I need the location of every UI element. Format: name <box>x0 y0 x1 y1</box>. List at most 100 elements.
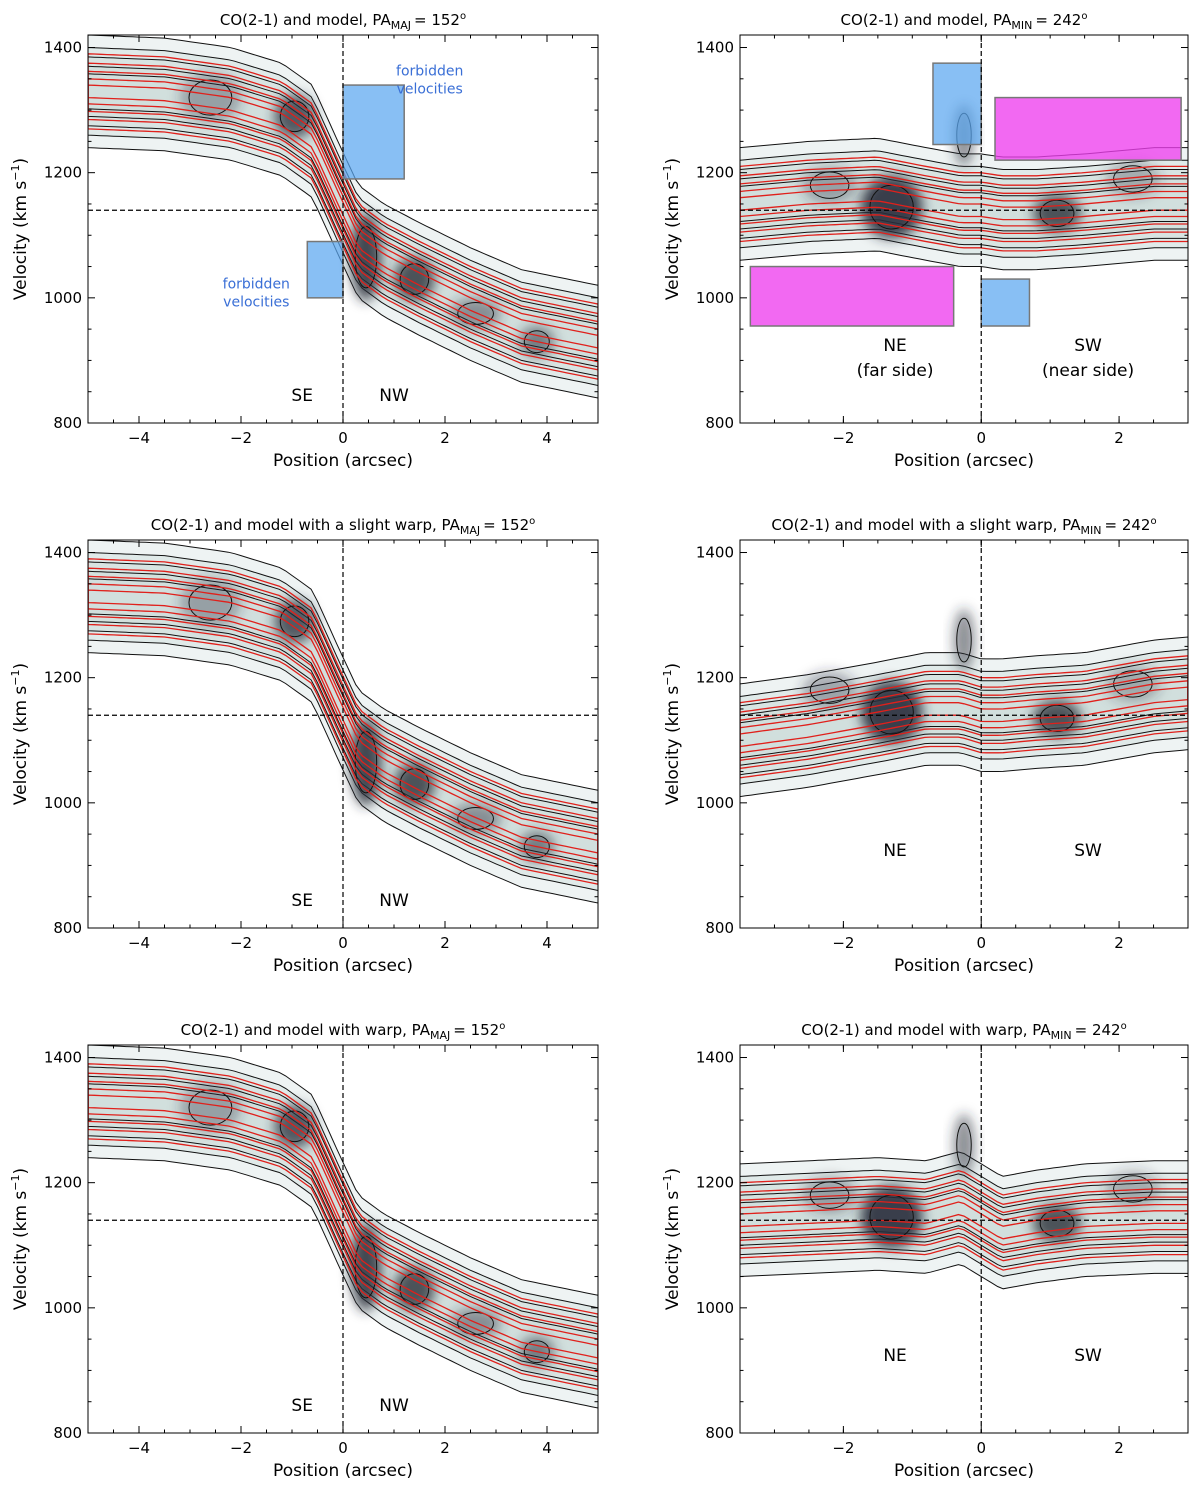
side-label: SE <box>291 386 313 406</box>
panel-top-left: −4 −2 0 2 4 800 1000 1200 1400 Position (arcsec) V… <box>9 11 599 471</box>
peak-contour-6 <box>523 835 550 859</box>
title-degree: o <box>529 516 535 527</box>
model-contour-level-1 <box>88 558 598 885</box>
y-axis-label: Velocity (km s−1) <box>9 158 31 300</box>
title-degree: o <box>1081 11 1087 22</box>
model-contour-level-4 <box>740 1195 1188 1246</box>
forbidden-velocity-box-2 <box>980 278 1031 327</box>
title-main: CO(2-1) and model, PA <box>220 11 392 29</box>
y-axis-label-close: ) <box>11 663 31 670</box>
peak-contour-5 <box>457 1312 494 1335</box>
title-value: = 152 <box>453 1021 499 1039</box>
model-contour-level-3 <box>88 1080 598 1373</box>
model-contour-level-2 <box>740 165 1188 243</box>
y-tick-label: 1400 <box>696 39 734 57</box>
x-tick-label: −2 <box>230 1439 252 1457</box>
y-tick-label: 1000 <box>696 289 734 307</box>
y-tick-label: 1400 <box>696 544 734 562</box>
side-label: SE <box>291 1396 313 1416</box>
x-tick-label: 0 <box>976 934 986 952</box>
panel-title: CO(2-1) and model with a slight warp, PA… <box>151 516 536 537</box>
x-tick-label: 4 <box>542 1439 552 1457</box>
x-axis-label: Position (arcsec) <box>894 1461 1034 1481</box>
y-axis-label: Velocity (km s−1) <box>9 663 31 805</box>
model-contour-level-2 <box>88 62 598 371</box>
panel-title: CO(2-1) and model with warp, PAMIN = 242o <box>801 1021 1126 1042</box>
model-contour-level-1 <box>740 1170 1188 1271</box>
x-axis-label: Position (arcsec) <box>273 451 413 471</box>
model-contour-level-5 <box>740 187 1188 221</box>
plot-area <box>740 1045 1188 1433</box>
side-label: NE <box>883 336 906 356</box>
model-contour-level-3 <box>88 575 598 868</box>
peak-contour-6 <box>523 1340 550 1364</box>
title-degree: o <box>460 11 466 22</box>
peak-contour-1 <box>869 689 914 735</box>
forbidden-velocities-annotation: forbidden <box>396 64 463 80</box>
x-axis-label: Position (arcsec) <box>273 1461 413 1481</box>
title-subscript: MAJ <box>430 1029 450 1042</box>
x-tick-label: −2 <box>230 429 252 447</box>
data-contour-level-5 <box>88 578 598 865</box>
x-tick-label: −2 <box>230 934 252 952</box>
side-label: (near side) <box>1042 361 1134 381</box>
y-tick-label: 1400 <box>44 39 82 57</box>
x-tick-label: −4 <box>128 1439 150 1457</box>
x-tick-label: 4 <box>542 429 552 447</box>
side-label: NW <box>379 386 409 406</box>
x-tick-label: 2 <box>1114 429 1124 447</box>
y-tick-label: 1000 <box>44 289 82 307</box>
y-axis-label-close: ) <box>11 1168 31 1175</box>
x-tick-label: −2 <box>832 429 854 447</box>
y-axis-label-sup: −1 <box>9 1175 22 1191</box>
x-tick-label: 4 <box>542 934 552 952</box>
peak-contour-2 <box>809 676 850 704</box>
title-value: = 152 <box>414 11 460 29</box>
axes-frame <box>739 34 1189 424</box>
title-value: = 152 <box>483 516 529 534</box>
x-tick-label: 0 <box>976 429 986 447</box>
forbidden-velocities-annotation: velocities <box>223 294 289 310</box>
axes-frame <box>739 539 1189 929</box>
side-label: NE <box>883 841 906 861</box>
title-main: CO(2-1) and model with a slight warp, PA <box>151 516 461 534</box>
title-main: CO(2-1) and model with a slight warp, PA <box>771 516 1081 534</box>
axes-frame <box>739 1044 1189 1434</box>
y-tick-label: 1000 <box>696 794 734 812</box>
x-tick-label: −4 <box>128 429 150 447</box>
y-tick-label: 1000 <box>44 1299 82 1317</box>
y-tick-label: 1400 <box>44 544 82 562</box>
data-contour-level-5 <box>88 1083 598 1370</box>
y-axis-label: Velocity (km s−1) <box>661 158 683 300</box>
panel-bottom-right: −2 0 2 800 1000 1200 1400 Position (arcsec) Velo… <box>661 1021 1189 1481</box>
model-contour-level-1 <box>88 1063 598 1390</box>
model-contour-level-4 <box>740 680 1188 754</box>
forbidden-velocity-box-1 <box>932 62 982 146</box>
model-contour-level-3 <box>740 672 1188 761</box>
y-axis-label-sup: −1 <box>9 165 22 181</box>
title-main: CO(2-1) and model, PA <box>841 11 1013 29</box>
model-contour-level-2 <box>88 1072 598 1381</box>
y-axis-label-main: Velocity (km s <box>11 686 31 806</box>
side-label: SW <box>1074 841 1102 861</box>
panel-middle-left: −4 −2 0 2 4 800 1000 1200 1400 Position (arcsec) V… <box>9 516 599 976</box>
model-contour-level-3 <box>740 1187 1188 1254</box>
title-value: = 242 <box>1075 1021 1121 1039</box>
model-contour-level-4 <box>740 181 1188 227</box>
x-tick-label: 2 <box>1114 1439 1124 1457</box>
forbidden-velocity-box-1 <box>342 84 405 180</box>
side-label: NW <box>379 891 409 911</box>
y-axis-label-sup: −1 <box>9 670 22 686</box>
x-axis-label: Position (arcsec) <box>273 956 413 976</box>
title-main: CO(2-1) and model with warp, PA <box>801 1021 1051 1039</box>
model-contour-level-4 <box>88 583 598 860</box>
title-subscript: MAJ <box>391 19 411 32</box>
title-degree: o <box>499 1021 505 1032</box>
title-main: CO(2-1) and model with warp, PA <box>181 1021 431 1039</box>
x-tick-label: −2 <box>832 1439 854 1457</box>
panel-top-right: −2 0 2 800 1000 1200 1400 Position (arcsec) Velo… <box>661 11 1189 471</box>
side-label: NE <box>883 1346 906 1366</box>
title-subscript: MIN <box>1011 19 1032 32</box>
y-tick-label: 800 <box>705 414 734 432</box>
x-axis-label: Position (arcsec) <box>894 956 1034 976</box>
